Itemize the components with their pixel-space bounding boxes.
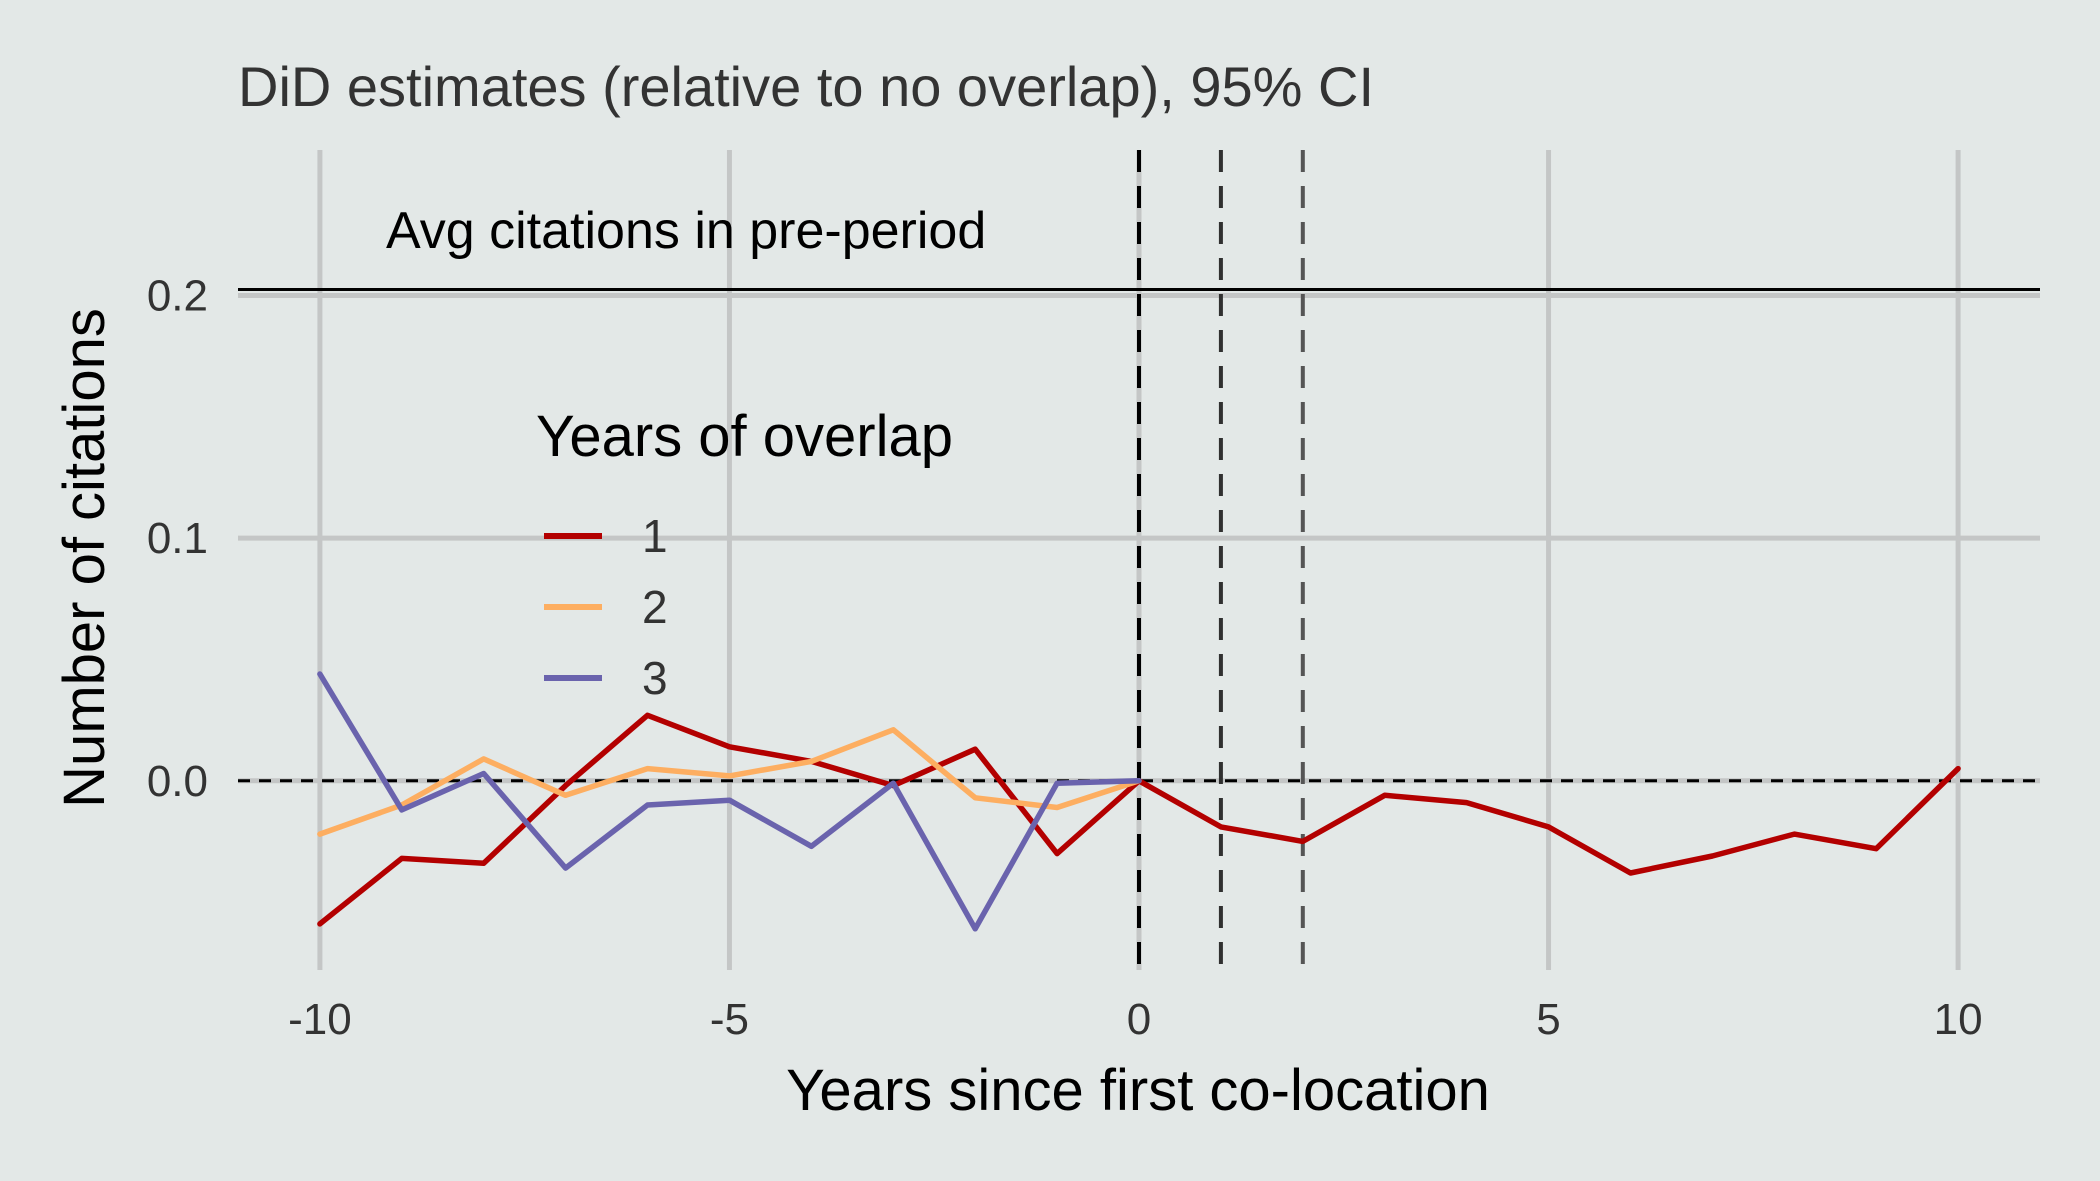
reference-lines [238, 150, 2040, 970]
legend: Years of overlap 1 2 3 [536, 404, 953, 704]
x-tick-label: -10 [288, 995, 352, 1044]
x-tick-label: 5 [1536, 995, 1560, 1044]
series-line-3 [317, 671, 1142, 932]
y-axis-title: Number of citations [52, 308, 117, 808]
tick-labels: -10 -5 0 5 10 0.0 0.1 0.2 [147, 272, 1983, 1044]
series-lines [317, 671, 1961, 932]
x-tick-label: 0 [1127, 995, 1151, 1044]
pre-period-annotation: Avg citations in pre-period [386, 202, 986, 260]
y-tick-label: 0.1 [147, 514, 208, 563]
x-tick-label: 10 [1934, 995, 1983, 1044]
series-line-2 [317, 727, 1142, 837]
legend-label-2: 2 [642, 581, 668, 633]
legend-title: Years of overlap [536, 404, 953, 469]
y-tick-label: 0.0 [147, 757, 208, 806]
legend-label-3: 3 [642, 652, 668, 704]
legend-label-1: 1 [642, 510, 668, 562]
y-tick-label: 0.2 [147, 272, 208, 321]
x-axis-title: Years since first co-location [786, 1058, 1490, 1123]
chart-title: DiD estimates (relative to no overlap), … [238, 55, 1374, 118]
x-tick-label: -5 [710, 995, 749, 1044]
